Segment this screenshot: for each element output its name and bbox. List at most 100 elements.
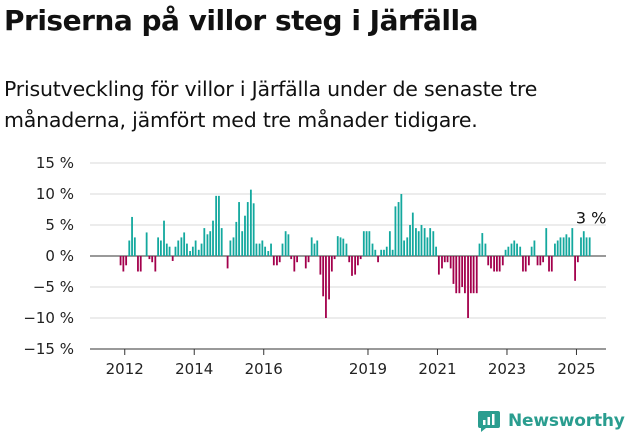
bar xyxy=(148,256,151,260)
bar xyxy=(562,237,565,256)
bar xyxy=(246,202,249,256)
bar xyxy=(426,237,429,256)
bar xyxy=(423,228,426,256)
bar xyxy=(411,212,414,256)
bar xyxy=(189,251,191,256)
bar xyxy=(365,231,368,256)
bar xyxy=(287,234,290,256)
bar xyxy=(522,256,524,272)
bar xyxy=(177,240,180,256)
bar xyxy=(180,237,183,256)
bar xyxy=(258,243,261,256)
bar xyxy=(475,256,478,294)
bar xyxy=(241,231,244,256)
bar xyxy=(310,237,313,256)
bar xyxy=(394,206,397,256)
bar xyxy=(157,237,160,256)
bar xyxy=(461,256,464,287)
y-tick-label: 10 % xyxy=(36,185,74,203)
bar xyxy=(276,256,278,266)
bar xyxy=(128,240,131,256)
bar xyxy=(200,243,203,256)
bar xyxy=(588,237,591,256)
bar xyxy=(548,256,550,272)
newsworthy-logo-icon xyxy=(478,411,500,432)
bar xyxy=(235,221,238,256)
bar xyxy=(519,246,522,256)
bar xyxy=(400,194,403,256)
bar xyxy=(487,256,490,266)
bar xyxy=(580,237,582,256)
bar xyxy=(513,240,516,256)
bar xyxy=(316,240,319,256)
bar xyxy=(232,237,235,256)
chart-subtitle: Prisutveckling för villor i Järfälla und… xyxy=(4,77,538,132)
bar xyxy=(229,240,232,256)
bar xyxy=(550,256,553,272)
bar xyxy=(330,256,333,272)
x-tick-label: 2014 xyxy=(175,360,213,378)
bar xyxy=(443,256,446,263)
bar xyxy=(469,256,472,294)
bar xyxy=(498,256,501,272)
bar xyxy=(264,246,267,256)
bar xyxy=(371,243,374,256)
brand-label: Newsworthy xyxy=(508,411,625,431)
bar xyxy=(565,234,568,256)
bar xyxy=(203,228,206,256)
bar xyxy=(545,228,548,256)
chart-title: Priserna på villor steg i Järfälla xyxy=(4,4,478,37)
bar xyxy=(209,231,212,256)
bar xyxy=(542,256,545,263)
bar xyxy=(420,225,423,256)
bar xyxy=(527,256,530,266)
bar xyxy=(406,237,409,256)
bar xyxy=(125,256,128,266)
bar-chart: 15 %10 %5 %0 %−5 %−10 %−15 % 2012 2014 201… xyxy=(23,154,606,378)
bar xyxy=(504,249,507,256)
bar xyxy=(449,256,452,269)
bar xyxy=(249,189,252,256)
bar xyxy=(464,256,466,294)
bar xyxy=(348,256,351,263)
bar xyxy=(582,231,585,256)
bar xyxy=(368,231,371,256)
bar xyxy=(165,243,168,256)
bar xyxy=(151,256,154,263)
newsworthy-brand[interactable]: Newsworthy xyxy=(476,408,625,434)
bar xyxy=(145,232,148,256)
bar xyxy=(441,256,443,269)
y-tick-label: −15 % xyxy=(23,340,74,358)
bar xyxy=(571,228,574,256)
bar xyxy=(501,256,504,266)
bar xyxy=(319,256,322,275)
bar xyxy=(336,236,339,256)
bar xyxy=(255,243,258,256)
y-tick-label: −10 % xyxy=(23,309,74,327)
bar xyxy=(446,256,449,263)
bar xyxy=(278,256,281,263)
bar xyxy=(576,256,579,263)
bar xyxy=(212,220,214,256)
bar xyxy=(218,195,220,256)
bar xyxy=(296,256,298,263)
bar xyxy=(467,256,469,318)
bars xyxy=(119,189,591,318)
bar xyxy=(290,256,293,260)
bar xyxy=(131,216,133,256)
bar xyxy=(490,256,492,269)
bar xyxy=(351,256,353,276)
bar xyxy=(345,243,348,256)
bar xyxy=(478,243,481,256)
bar xyxy=(325,256,327,318)
bar xyxy=(174,246,177,256)
bar xyxy=(409,225,411,256)
bar xyxy=(374,249,377,256)
bar xyxy=(359,256,362,260)
y-tick-label: 5 % xyxy=(45,216,74,234)
bar xyxy=(163,220,165,256)
bar xyxy=(244,215,246,256)
bar xyxy=(357,256,359,266)
bar xyxy=(226,256,229,269)
bar xyxy=(191,246,194,256)
